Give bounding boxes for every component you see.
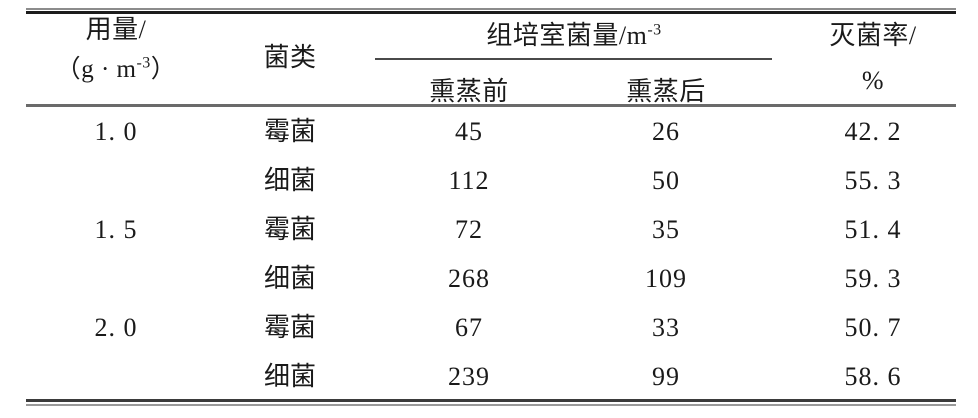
table-row: 细菌 112 50 55. 3 [0,156,978,205]
column-group-header-count: 组培室菌量/m-3 [360,22,788,49]
cell-after: 50 [652,166,680,195]
cell-dose: 1. 5 [94,215,138,244]
column-header-before: 熏蒸前 [429,77,509,106]
paren-open: （ [55,56,82,84]
cell-after: 33 [652,313,680,342]
column-header-dose-line2: （g · m-3） [26,54,206,84]
column-group-header-exponent: -3 [647,21,662,39]
cell-dose: 2. 0 [94,313,138,342]
cell-dose [26,156,206,205]
column-header-dose-line1: 用量/ [85,15,147,44]
unit-metre: m [116,56,137,84]
table-row: 1. 5 霉菌 72 35 51. 4 [0,205,978,254]
cell-kind: 细菌 [263,166,316,195]
table-bottom-rule-thick [26,399,956,402]
cell-kind: 细菌 [263,264,316,293]
column-header-kind: 菌类 [263,43,317,72]
cell-dose [26,352,206,401]
cell-kind: 霉菌 [263,117,316,146]
cell-before: 45 [455,117,483,146]
table-bottom-rule-thin [26,404,956,406]
column-header-dose: 用量/ （g · m-3） [26,16,206,84]
cell-kind: 霉菌 [263,215,316,244]
column-header-rate-line1: 灭菌率/ [829,21,917,50]
cell-rate: 55. 3 [844,166,902,195]
column-header-rate: 灭菌率/ % [790,22,956,95]
cell-before: 112 [448,166,490,195]
cell-dose: 1. 0 [94,117,138,146]
table-top-rule-thin [26,8,956,10]
cell-after: 26 [652,117,680,146]
cell-rate: 51. 4 [844,215,902,244]
table-header: 用量/ （g · m-3） 菌类 组培室菌量/m-3 熏蒸前 熏蒸后 灭菌率/ … [0,14,978,106]
table-row: 细菌 239 99 58. 6 [0,352,978,401]
header-bottom-rule [26,104,956,107]
cell-before: 268 [448,264,490,293]
table-row: 2. 0 霉菌 67 33 50. 7 [0,303,978,352]
cell-after: 99 [652,362,680,391]
paren-close: ） [150,56,177,84]
table-body: 1. 0 霉菌 45 26 42. 2 细菌 112 50 55. 3 1. 5… [0,107,978,399]
cell-before: 72 [455,215,483,244]
table-row: 1. 0 霉菌 45 26 42. 2 [0,107,978,156]
unit-metre-exponent: -3 [136,54,151,72]
cell-after: 35 [652,215,680,244]
column-group-header-label: 组培室菌量/m [486,21,648,50]
column-header-rate-line2: % [861,66,885,96]
cell-rate: 42. 2 [844,117,902,146]
cell-before: 239 [448,362,490,391]
cell-dose [26,254,206,303]
cell-before: 67 [455,313,483,342]
cell-rate: 59. 3 [844,264,902,293]
group-header-rule [375,58,772,60]
table-top-rule-thick [26,11,956,14]
cell-rate: 50. 7 [844,313,902,342]
cell-kind: 霉菌 [263,313,316,342]
cell-rate: 58. 6 [844,362,902,391]
unit-gram: g [81,56,95,84]
cell-after: 109 [645,264,687,293]
unit-separator-dot: · [94,56,117,84]
table-row: 细菌 268 109 59. 3 [0,254,978,303]
column-header-after: 熏蒸后 [626,77,706,106]
cell-kind: 细菌 [263,362,316,391]
